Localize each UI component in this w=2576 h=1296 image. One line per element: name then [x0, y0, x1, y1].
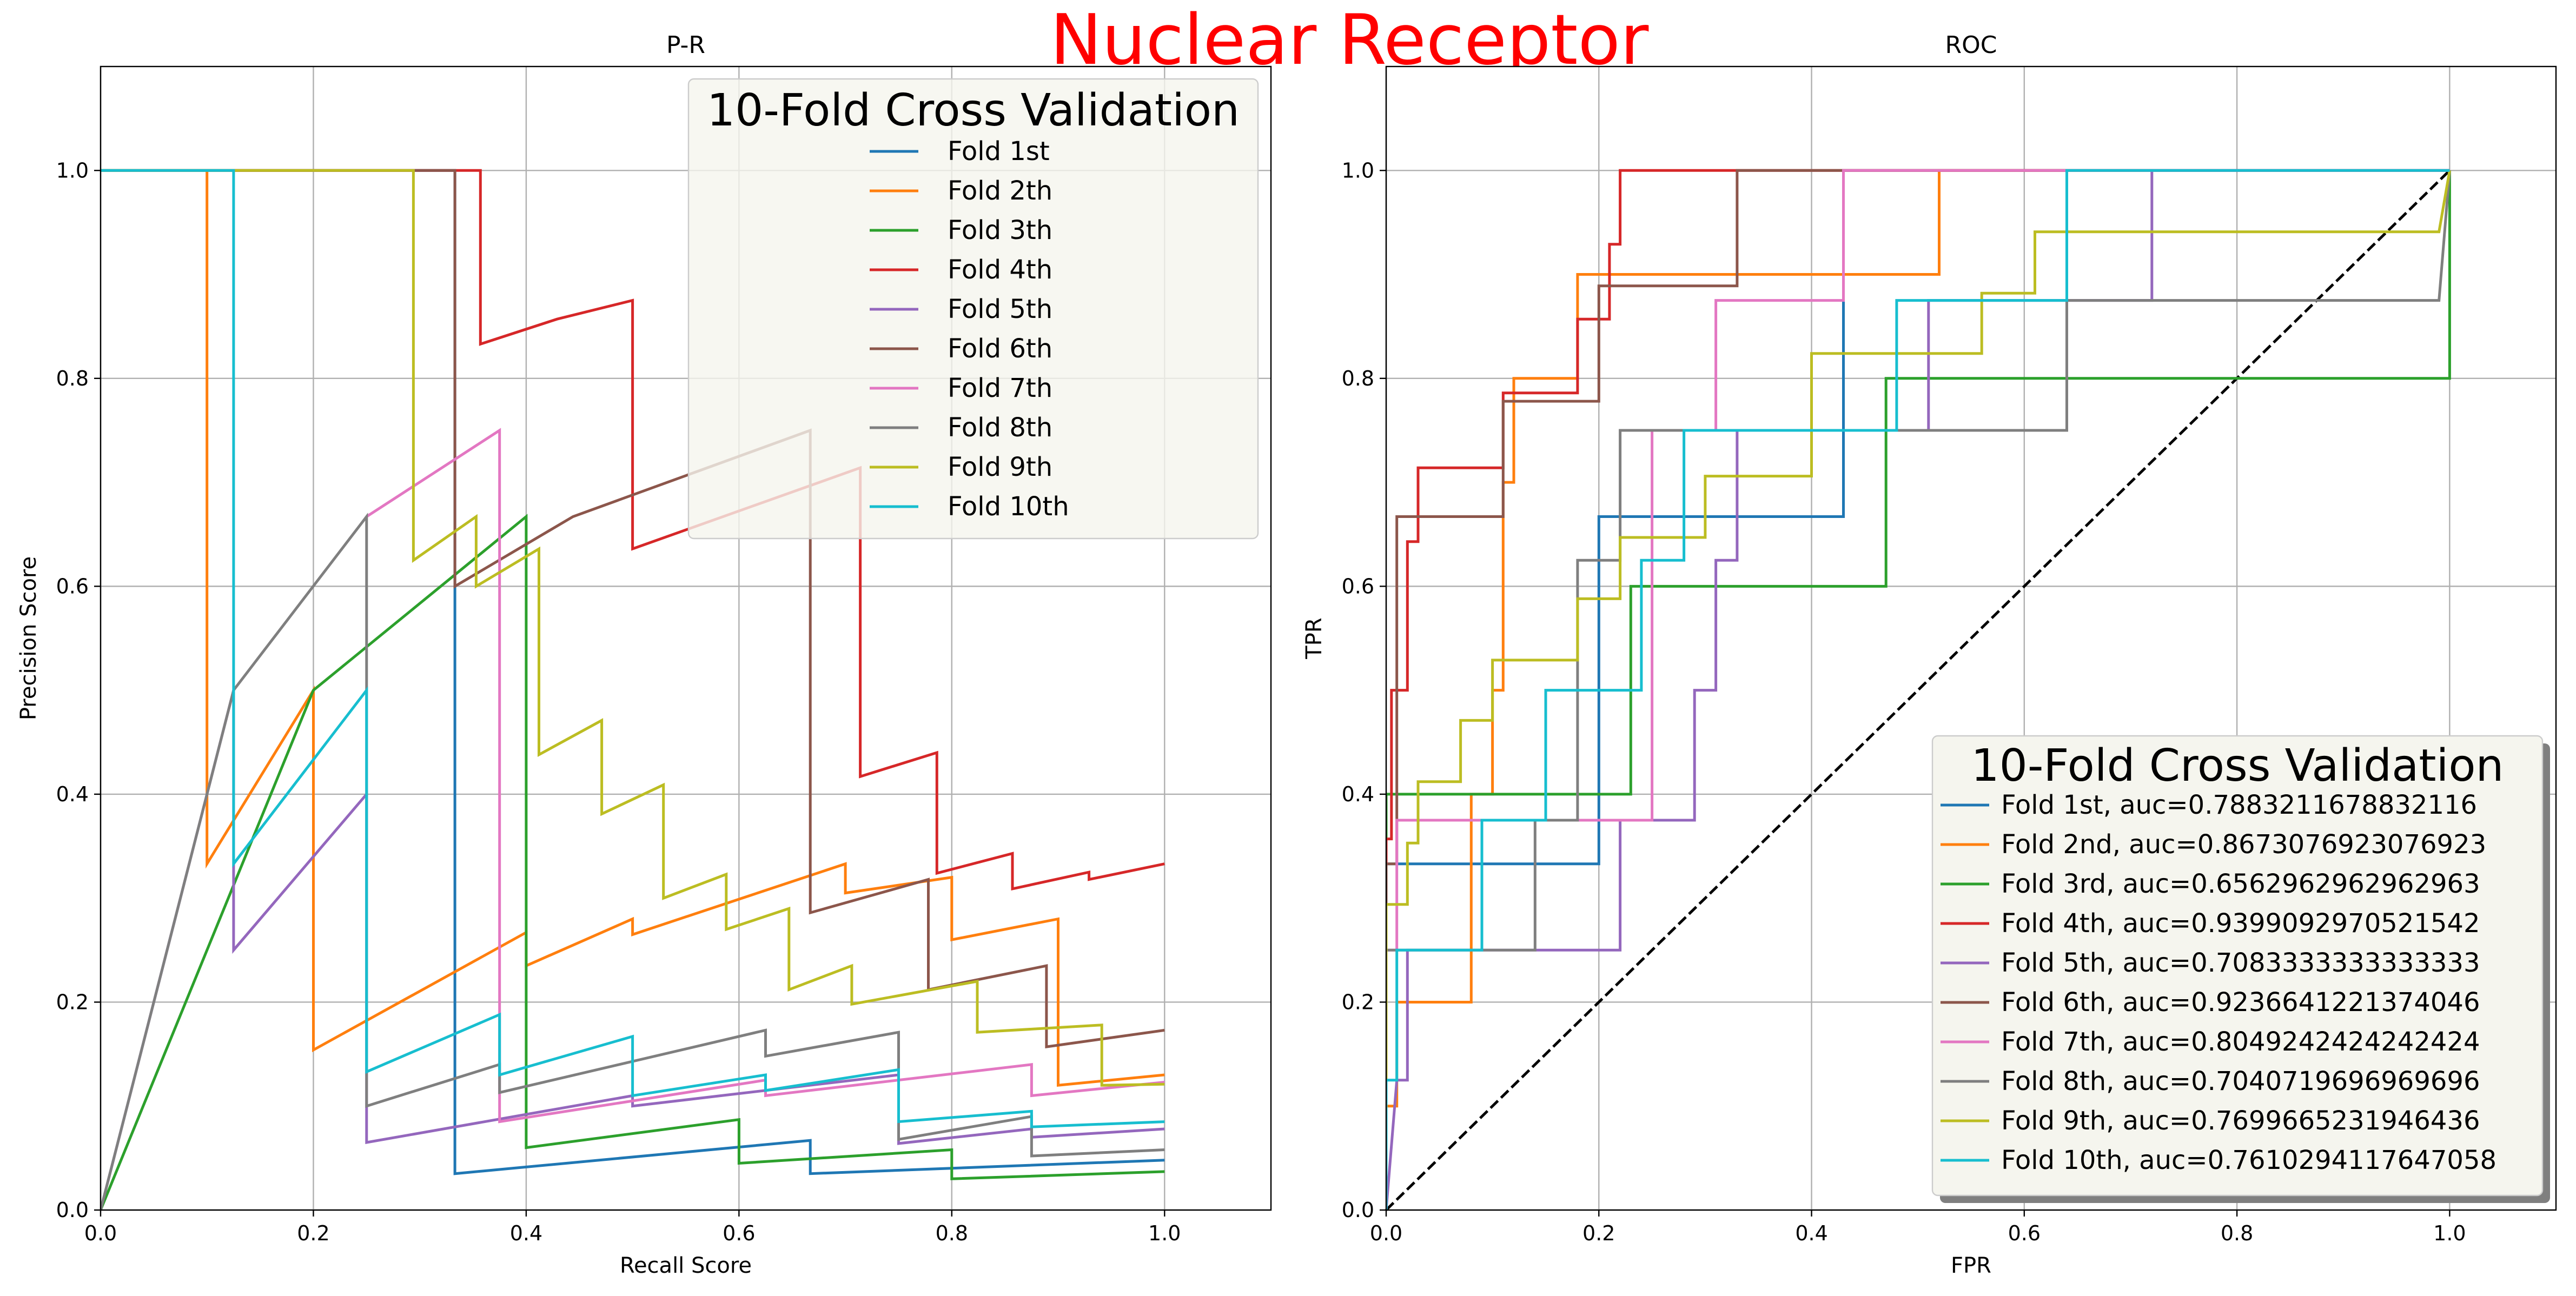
x-axis-label: Recall Score [620, 1253, 752, 1278]
y-tick-label: 1.0 [56, 158, 89, 182]
plot-frame [100, 65, 1272, 1211]
chart-panel-pr: 0.00.0 0.2 0.2 0.4 0.4 0.6 0.6 0.8 0.8 1.0 1.0 P-R R… [16, 31, 1272, 1278]
series-line-9 [101, 169, 1165, 1087]
series-line-3 [101, 514, 1165, 1210]
legend-entry-2: Fold 2th [948, 176, 1052, 206]
series-group [1386, 169, 2451, 1210]
x-tick-label: 0.6 [723, 1221, 755, 1245]
legend-entry-7: Fold 7th [948, 373, 1052, 403]
y-tick-label: 0.0 [56, 1198, 89, 1222]
x-tick-label: 0.8 [2221, 1221, 2253, 1245]
y-tick-label: 0.8 [1342, 367, 1374, 390]
legend-entry-6: Fold 6th [948, 334, 1052, 364]
legend-entry-8: Fold 8th, auc=0.7040719696969696 [2001, 1066, 2480, 1096]
plot-frame [1385, 65, 2557, 1211]
y-tick-label: 1.0 [1342, 158, 1374, 182]
x-axis-label: FPR [1951, 1253, 1991, 1278]
series-group [101, 169, 1165, 1210]
series-line-6 [1386, 169, 2450, 1210]
legend-entry-7: Fold 7th, auc=0.8049242424242424 [2001, 1027, 2480, 1057]
x-tick-label: 0.0 [1370, 1221, 1402, 1245]
y-tick-label: 0.2 [56, 990, 89, 1014]
legend-entry-10: Fold 10th [948, 491, 1069, 522]
y-tick-label: 0.2 [1342, 990, 1374, 1014]
legend-title: 10-Fold Cross Validation [707, 85, 1240, 136]
x-tick-label: 0.0 [84, 1221, 117, 1245]
y-axis-label: Precision Score [16, 556, 41, 720]
y-tick-label: 0.4 [1342, 782, 1374, 806]
x-tick-label: 1.0 [2433, 1221, 2466, 1245]
axes-title: ROC [1945, 31, 1997, 59]
legend-title: 10-Fold Cross Validation [1971, 740, 2504, 792]
series-line-3 [1386, 170, 2451, 1210]
series-line-6 [101, 169, 1165, 1048]
y-axis-label: TPR [1302, 617, 1327, 659]
y-tick-label: 0.0 [1342, 1198, 1374, 1222]
series-line-4 [1386, 169, 2450, 1210]
legend-entry-9: Fold 9th, auc=0.7699665231946436 [2001, 1106, 2480, 1136]
chart-panels: 0.00.00.20.20.40.40.60.60.80.81.01.0P-RR… [16, 31, 2557, 1278]
x-tick-label: 0.4 [510, 1221, 542, 1245]
series-line-9 [1386, 170, 2451, 1210]
chart-panel-roc: 0.00.0 0.2 0.2 0.4 0.4 0.6 0.6 0.8 0.8 1.0 1.0 ROC F… [1302, 31, 2557, 1278]
y-tick-label: 0.6 [1342, 574, 1374, 598]
legend-entry-5: Fold 5th [948, 294, 1052, 324]
x-tick-label: 0.8 [936, 1221, 968, 1245]
series-line-4 [101, 169, 1165, 891]
series-line-10 [101, 169, 1165, 1128]
series-line-8 [1386, 170, 2451, 1210]
legend-entry-4: Fold 4th, auc=0.9399092970521542 [2001, 908, 2480, 939]
legend-entry-6: Fold 6th, auc=0.9236641221374046 [2001, 987, 2480, 1018]
legend-entry-10: Fold 10th, auc=0.7610294117647058 [2001, 1145, 2496, 1175]
x-tick-label: 0.6 [2008, 1221, 2041, 1245]
legend-entry-9: Fold 9th [948, 452, 1052, 482]
y-tick-label: 0.6 [56, 574, 89, 598]
series-line-2 [101, 169, 1165, 1087]
legend-entry-1: Fold 1st, auc=0.7883211678832116 [2001, 790, 2477, 820]
legend-box [687, 78, 1259, 540]
legend-entry-2: Fold 2nd, auc=0.8673076923076923 [2001, 829, 2486, 860]
y-tick-label: 0.8 [56, 367, 89, 390]
x-tick-label: 0.2 [1582, 1221, 1615, 1245]
axes-title: P-R [666, 31, 705, 59]
legend-box [1931, 735, 2544, 1197]
y-tick-label: 0.4 [56, 782, 89, 806]
x-tick-label: 1.0 [1148, 1221, 1181, 1245]
legend-entry-1: Fold 1st [948, 136, 1050, 167]
legend-entry-3: Fold 3th [948, 215, 1052, 245]
series-line-10 [1386, 169, 2450, 1210]
x-tick-label: 0.4 [1795, 1221, 1827, 1245]
x-tick-label: 0.2 [297, 1221, 329, 1245]
legend-entry-5: Fold 5th, auc=0.7083333333333333 [2001, 948, 2480, 978]
legend-entry-8: Fold 8th [948, 413, 1052, 443]
legend-entry-4: Fold 4th [948, 255, 1052, 285]
legend-entry-3: Fold 3rd, auc=0.6562962962962963 [2001, 869, 2480, 899]
